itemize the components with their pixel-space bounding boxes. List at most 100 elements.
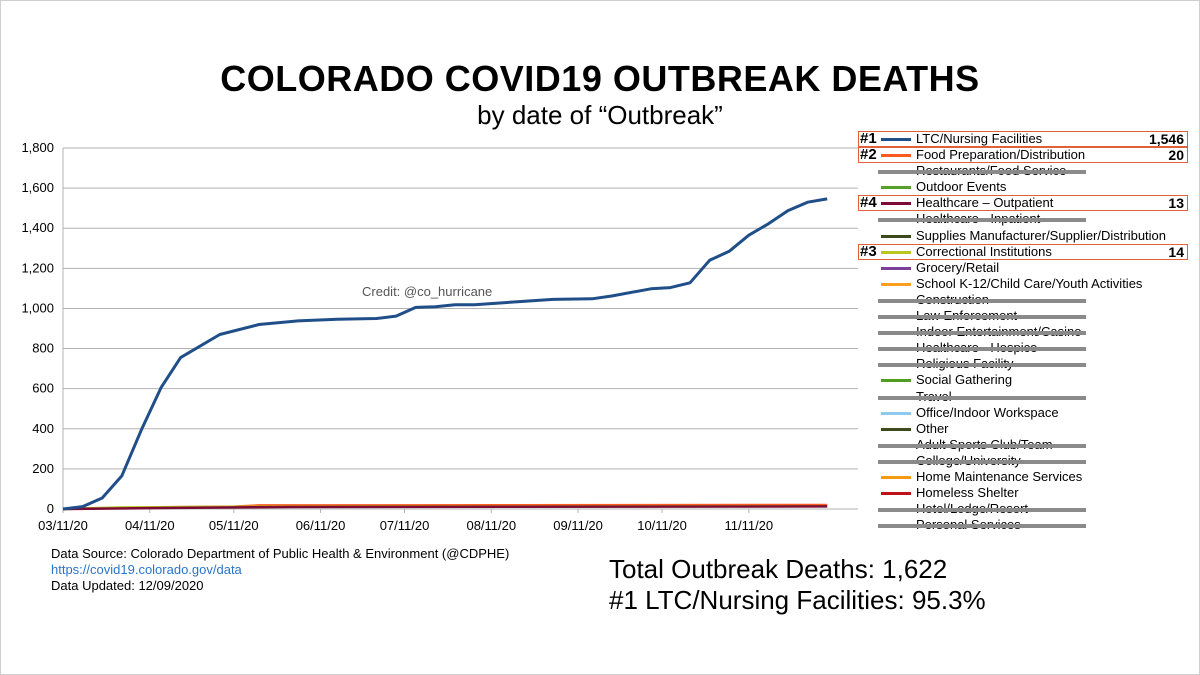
legend-value: 14 — [1168, 243, 1184, 260]
series-line-ltc-nursing-facilities — [62, 197, 828, 511]
legend-label: LTC/Nursing Facilities — [916, 131, 1043, 146]
legend-item: Adult Sports Club/Team — [858, 437, 1188, 453]
legend-strikethrough — [878, 443, 1086, 448]
y-tick-label: 200 — [32, 461, 54, 476]
y-tick-label: 1,400 — [21, 220, 54, 235]
legend-item: College/University — [858, 453, 1188, 469]
totals: Total Outbreak Deaths: 1,622 #1 LTC/Nurs… — [609, 554, 986, 616]
legend-label: Other — [916, 420, 949, 436]
legend-label: Social Gathering — [916, 372, 1013, 388]
y-tick-label: 0 — [47, 501, 54, 516]
legend-item: Indoor Entertainment/Casino — [858, 324, 1188, 340]
legend-swatch — [881, 475, 911, 479]
y-tick-label: 1,200 — [21, 260, 54, 275]
legend-label: School K-12/Child Care/Youth Activities — [916, 275, 1143, 291]
legend-item: Personal Services — [858, 517, 1188, 533]
legend-strikethrough — [878, 331, 1086, 336]
legend-label: Office/Indoor Workspace — [916, 404, 1059, 420]
chart-title: COLORADO COVID19 OUTBREAK DEATHS — [220, 58, 980, 99]
x-tick-label: 11/11/20 — [724, 518, 773, 533]
y-tick-label: 1,000 — [21, 300, 54, 315]
legend-swatch — [881, 250, 911, 254]
legend-swatch — [881, 427, 911, 431]
legend-swatch — [881, 138, 911, 141]
legend-highlight-box — [858, 195, 1188, 212]
y-tick-label: 800 — [32, 341, 54, 356]
legend-label: Outdoor Events — [916, 179, 1007, 195]
legend-strikethrough — [878, 170, 1086, 175]
legend-item: Restaurants/Food Service — [858, 163, 1188, 179]
legend-item: Supplies Manufacturer/Supplier/Distribut… — [858, 228, 1188, 244]
legend-highlight-box — [858, 131, 1188, 148]
legend-label: Correctional Institutions — [916, 243, 1052, 259]
legend-swatch — [881, 186, 911, 190]
legend-strikethrough — [878, 298, 1086, 303]
legend-item: Grocery/Retail — [858, 260, 1188, 276]
legend-item: Construction — [858, 292, 1188, 308]
top-category-share: #1 LTC/Nursing Facilities: 95.3% — [609, 585, 986, 615]
y-axis: 0 200 400 600 800 1,000 1,200 1,400 1,600 1,800 — [21, 140, 64, 516]
legend-item: Religious Facility — [858, 356, 1188, 372]
source-line: Data Source: Colorado Department of Publ… — [51, 546, 510, 561]
data-source: Data Source: Colorado Department of Publ… — [51, 546, 509, 594]
y-tick-label: 600 — [32, 381, 54, 396]
legend-value: 20 — [1168, 147, 1184, 164]
series-line-healthcare-outpatient — [62, 505, 828, 511]
legend-item: School K-12/Child Care/Youth Activities — [858, 276, 1188, 292]
legend-item: Healthcare - Inpatient — [858, 211, 1188, 227]
legend-item: Law Enforcement — [858, 308, 1188, 324]
legend-item: Social Gathering — [858, 372, 1188, 388]
legend-swatch — [881, 234, 911, 238]
legend-strikethrough — [878, 315, 1086, 320]
legend-item: Other — [858, 421, 1188, 437]
source-link[interactable]: https://covid19.colorado.gov/data — [51, 562, 242, 577]
series-lines — [62, 197, 828, 511]
legend-item: Travel — [858, 389, 1188, 405]
legend-label: Homeless Shelter — [916, 485, 1019, 501]
legend-swatch — [881, 266, 911, 270]
gridlines — [63, 147, 858, 510]
legend-swatch — [881, 411, 911, 415]
legend-swatch — [881, 282, 911, 286]
legend-swatch — [881, 492, 911, 496]
updated-line: Data Updated: 12/09/2020 — [51, 578, 204, 593]
legend-item: Outdoor Events — [858, 179, 1188, 195]
x-tick-label: 09/11/20 — [553, 518, 603, 533]
legend-item: Homeless Shelter — [858, 485, 1188, 501]
legend-highlight-box — [858, 243, 1188, 260]
x-tick-label: 05/11/20 — [209, 518, 259, 533]
legend-strikethrough — [878, 395, 1086, 400]
legend-strikethrough — [878, 508, 1086, 513]
legend-item: Healthcare – Outpatient #4 13 — [858, 194, 1188, 212]
x-tick-label: 06/11/20 — [296, 518, 346, 533]
legend-strikethrough — [878, 347, 1086, 352]
legend-item: Healthcare - Hospice — [858, 340, 1188, 356]
legend-label: Healthcare – Outpatient — [916, 195, 1054, 211]
legend-label: Food Preparation/Distribution — [916, 147, 1086, 163]
legend-item: Home Maintenance Services — [858, 469, 1188, 485]
x-tick-label: 07/11/20 — [380, 518, 430, 533]
total-deaths: Total Outbreak Deaths: 1,622 — [609, 554, 948, 584]
legend-item: Correctional Institutions #3 14 — [858, 242, 1188, 260]
legend-swatch — [881, 202, 911, 206]
legend-item: Hotel/Lodge/Resort — [858, 501, 1188, 517]
x-tick-label: 08/11/20 — [466, 518, 516, 533]
x-tick-label: 04/11/20 — [125, 518, 175, 533]
legend-item: LTC/Nursing Facilities #1 1,546 — [858, 130, 1188, 148]
legend-swatch — [881, 154, 911, 158]
y-tick-label: 1,600 — [21, 180, 54, 195]
legend-strikethrough — [878, 363, 1086, 368]
x-tick-label: 10/11/20 — [637, 518, 687, 533]
x-tick-label: 03/11/20 — [38, 518, 88, 533]
legend-item: Office/Indoor Workspace — [858, 405, 1188, 421]
legend-highlight-box — [858, 147, 1188, 164]
legend-rank: #3 — [860, 242, 877, 260]
legend-rank: #2 — [860, 146, 877, 164]
legend-item: Food Preparation/Distribution #2 20 — [858, 146, 1188, 164]
legend-rank: #1 — [860, 130, 877, 147]
legend-rank: #4 — [860, 194, 877, 212]
legend-strikethrough — [878, 524, 1086, 529]
legend-strikethrough — [878, 459, 1086, 464]
legend-strikethrough — [878, 218, 1086, 223]
